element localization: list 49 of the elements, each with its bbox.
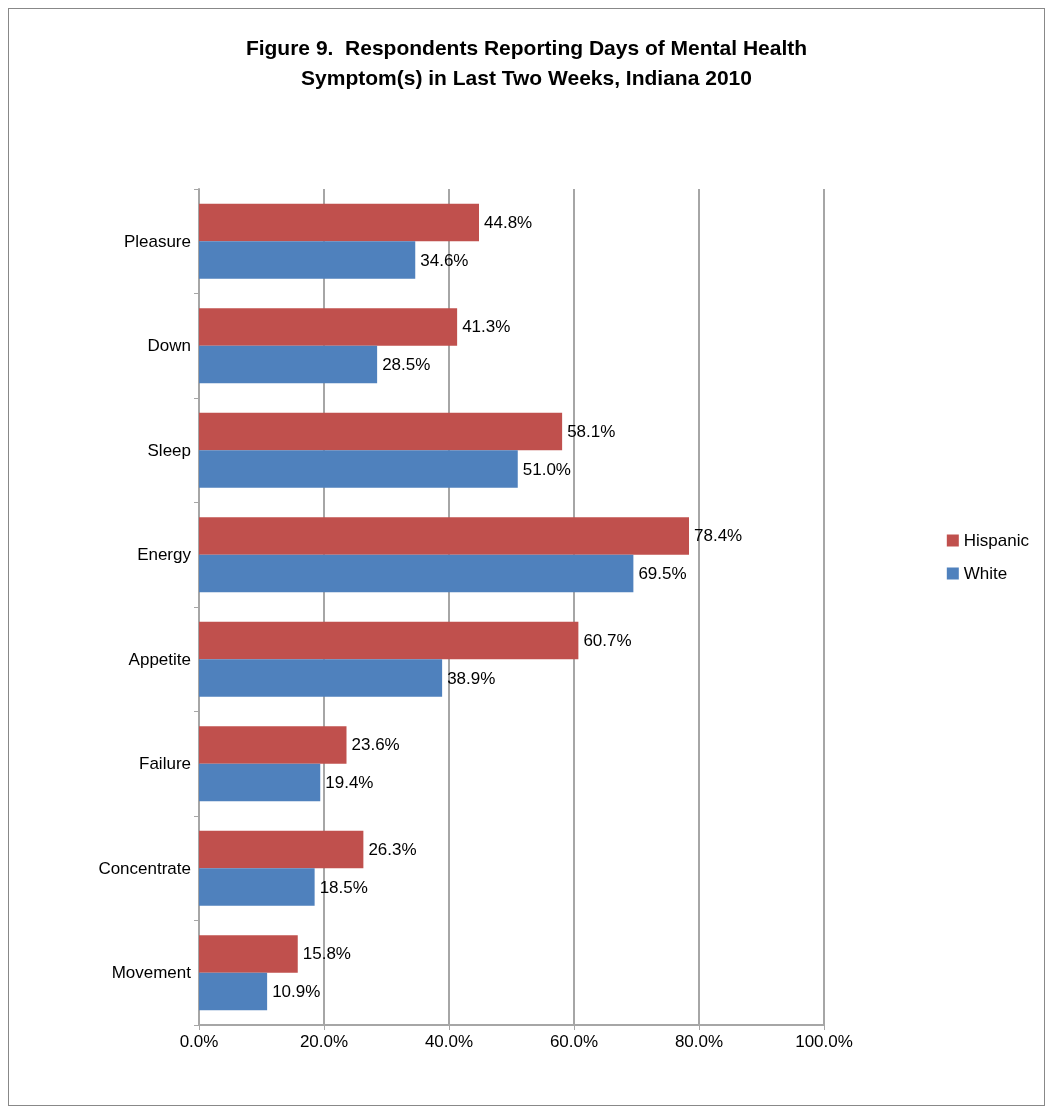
bar [199,935,298,973]
bar [199,659,443,697]
data-label: 44.8% [484,212,533,232]
data-label: 18.5% [319,877,368,897]
bar [199,412,563,451]
legend-label: White [963,564,1008,583]
bar [199,345,378,384]
y-tick-label: Failure [139,754,191,774]
bar [199,308,458,346]
y-tick-label: Concentrate [98,858,191,878]
y-tick-label: Movement [111,963,192,983]
bar [199,450,518,488]
x-tick-label: 20.0% [299,1032,349,1051]
x-tick-label: 80.0% [674,1032,724,1051]
bar [199,621,579,660]
data-label: 34.6% [420,250,469,270]
data-label: 26.3% [368,839,417,859]
chart-title: Figure 9. Respondents Reporting Days of Mental Health Symptom(s) in Last Two Weeks, Indiana 2010 [245,35,808,89]
y-tick-label: Pleasure [123,231,191,251]
data-label: 38.9% [447,668,496,688]
data-label: 28.5% [382,355,431,375]
data-label: 69.5% [638,564,687,584]
data-label: 10.9% [272,982,321,1002]
data-label: 58.1% [567,421,616,441]
bar [199,241,416,279]
data-label: 78.4% [694,526,743,546]
x-tick-label: 100.0% [795,1032,853,1051]
y-tick-label: Sleep [147,440,191,460]
data-label: 41.3% [462,317,511,337]
bar [199,203,479,242]
data-label: 15.8% [302,944,351,964]
bar [199,972,268,1011]
x-tick-label: 60.0% [549,1032,599,1051]
y-tick-label: Energy [137,545,192,565]
data-label: 60.7% [583,630,632,650]
x-tick-label: 40.0% [424,1032,474,1051]
x-tick-label: 0.0% [179,1032,219,1051]
data-label: 51.0% [522,459,571,479]
bar [199,763,321,802]
bar [199,554,634,593]
y-tick-label: Appetite [128,649,191,669]
bar [199,517,689,555]
data-label: 19.4% [325,773,374,793]
legend-label: Hispanic [963,531,1030,550]
y-tick-label: Down [147,336,191,356]
data-label: 23.6% [351,735,400,755]
bar [199,868,315,906]
bar [199,726,347,764]
bar [199,830,364,869]
